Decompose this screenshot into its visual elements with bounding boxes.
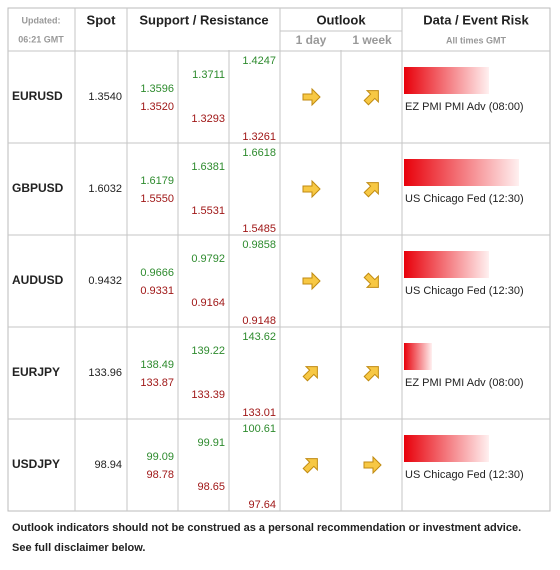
outlook-arrow — [363, 366, 379, 382]
outlook-arrow — [363, 455, 382, 475]
outlook-arrow — [302, 271, 321, 291]
resistance: 1.3596 — [140, 83, 174, 95]
event-bar — [404, 159, 519, 186]
support: 1.3520 — [140, 101, 174, 113]
pair: EURUSD — [12, 89, 63, 103]
week-header: 1 week — [352, 33, 392, 47]
outlook-arrow — [302, 458, 318, 474]
resistance: 100.61 — [242, 423, 276, 435]
support: 98.78 — [146, 469, 174, 481]
resistance: 1.4247 — [242, 55, 276, 67]
pair: USDJPY — [12, 457, 60, 471]
spot: 0.9432 — [88, 275, 122, 287]
event: US Chicago Fed (12:30) — [405, 193, 524, 205]
updated-time: 06:21 GMT — [18, 34, 64, 44]
support: 1.5550 — [140, 193, 174, 205]
resistance: 0.9858 — [242, 239, 276, 251]
spot: 1.3540 — [88, 91, 122, 103]
resistance: 0.9792 — [191, 253, 225, 265]
outlook-arrow — [302, 87, 321, 107]
support: 1.5485 — [242, 223, 276, 235]
pair: AUDUSD — [12, 273, 64, 287]
event-bar — [404, 251, 489, 278]
support: 0.9148 — [242, 315, 276, 327]
spot: 133.96 — [88, 367, 122, 379]
outlook-arrow — [302, 366, 318, 382]
outlook-arrow — [363, 90, 379, 106]
outlook-header: Outlook — [316, 12, 366, 27]
resistance: 139.22 — [191, 345, 225, 357]
outlook-arrow — [302, 179, 321, 199]
day-header: 1 day — [296, 33, 327, 47]
resistance: 0.9666 — [140, 267, 174, 279]
support: 1.5531 — [191, 205, 225, 217]
event: EZ PMI PMI Adv (08:00) — [405, 101, 524, 113]
support: 1.3293 — [191, 113, 225, 125]
event-header: Data / Event Risk — [423, 12, 529, 27]
support: 1.3261 — [242, 131, 276, 143]
event-bar — [404, 343, 432, 370]
footer-line: See full disclaimer below. — [12, 542, 145, 554]
zone-header: All times GMT — [446, 35, 507, 45]
support: 133.01 — [242, 407, 276, 419]
spot: 1.6032 — [88, 183, 122, 195]
updated-label: Updated: — [22, 15, 61, 25]
pair: GBPUSD — [12, 181, 64, 195]
support: 98.65 — [197, 481, 225, 493]
resistance: 1.3711 — [192, 69, 225, 81]
resistance: 1.6179 — [140, 175, 174, 187]
resistance: 99.09 — [146, 451, 174, 463]
footer-line: Outlook indicators should not be constru… — [12, 522, 521, 534]
resistance: 1.6381 — [191, 161, 225, 173]
pair: EURJPY — [12, 365, 60, 379]
support: 0.9331 — [140, 285, 174, 297]
event: US Chicago Fed (12:30) — [405, 285, 524, 297]
resistance: 99.91 — [197, 437, 225, 449]
event-bar — [404, 67, 489, 94]
event: US Chicago Fed (12:30) — [405, 469, 524, 481]
support: 133.87 — [140, 377, 174, 389]
spot: 98.94 — [94, 459, 122, 471]
resistance: 1.6618 — [242, 147, 276, 159]
outlook-arrow — [363, 272, 379, 288]
event: EZ PMI PMI Adv (08:00) — [405, 377, 524, 389]
spot-header: Spot — [87, 12, 117, 27]
event-bar — [404, 435, 489, 462]
levels-header: Support / Resistance — [139, 12, 268, 27]
support: 133.39 — [191, 389, 225, 401]
resistance: 143.62 — [242, 331, 276, 343]
support: 0.9164 — [191, 297, 225, 309]
resistance: 138.49 — [140, 359, 174, 371]
support: 97.64 — [248, 499, 276, 511]
outlook-arrow — [363, 182, 379, 198]
